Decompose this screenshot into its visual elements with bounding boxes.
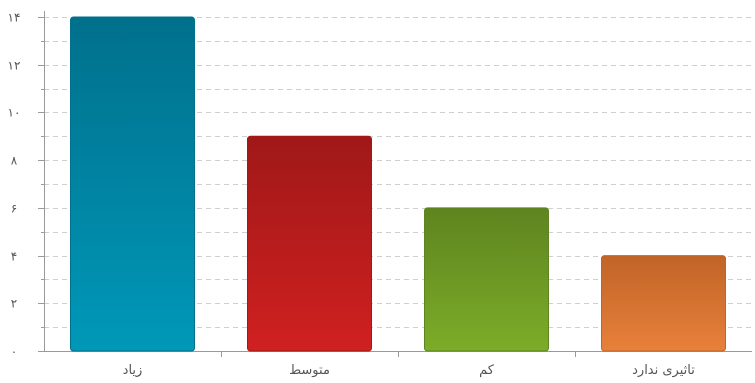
labels: ۰ ۲ ۴ ۶ ۸ ۱۰ ۱۲ ۱۴ زیاد متوسط کم تاثیری ندارد	[8, 11, 696, 379]
bar-1	[70, 16, 195, 352]
y-tick-label: ۱۴	[8, 11, 21, 25]
bars	[70, 16, 726, 352]
bar-3	[424, 207, 549, 352]
x-category-label: تاثیری ندارد	[632, 363, 695, 378]
y-tick-label: ۱۲	[8, 59, 21, 73]
x-category-label: زیاد	[123, 363, 143, 378]
y-tick-label: ۰	[11, 345, 17, 359]
x-category-label: متوسط	[289, 363, 330, 378]
y-tick-label: ۱۰	[8, 106, 21, 120]
y-tick-label: ۲	[11, 297, 17, 311]
x-category-label: کم	[479, 363, 495, 378]
y-tick-label: ۸	[11, 154, 18, 168]
y-tick-label: ۴	[11, 250, 17, 264]
bar-4	[601, 255, 726, 352]
bar-2	[247, 135, 372, 352]
y-tick-label: ۶	[11, 202, 17, 216]
